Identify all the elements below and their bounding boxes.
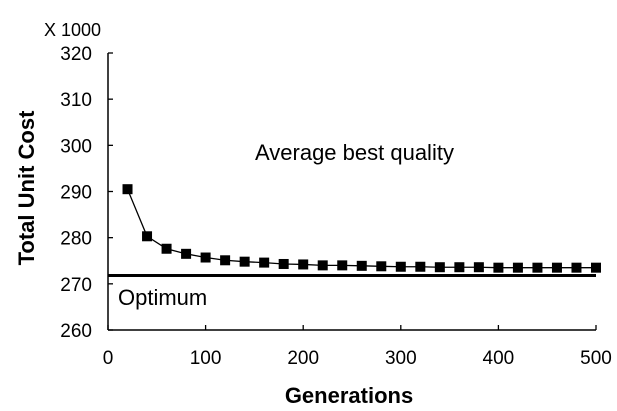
series-point xyxy=(122,184,133,195)
y-tick-label: 260 xyxy=(60,321,92,342)
series-point xyxy=(571,262,582,273)
x-tick-label: 100 xyxy=(190,348,222,369)
series-line xyxy=(126,188,596,269)
x-ticks: 0 100 200 300 400 500 xyxy=(103,325,612,369)
y-tick-label: 290 xyxy=(60,183,92,204)
series-point xyxy=(337,260,348,271)
series-point xyxy=(317,260,328,271)
series-point xyxy=(532,262,543,273)
series-point xyxy=(220,255,231,266)
series-point xyxy=(551,262,562,273)
series-point xyxy=(434,262,445,273)
y-axis-title: Total Unit Cost xyxy=(14,110,39,265)
series-point xyxy=(473,262,484,273)
x-axis-title: Generations xyxy=(285,383,413,408)
x-tick-label: 200 xyxy=(287,348,319,369)
series-point xyxy=(259,257,270,268)
series-point xyxy=(161,243,172,254)
x-tick-label: 400 xyxy=(483,348,515,369)
series-point xyxy=(591,262,601,273)
x-tick-label: 500 xyxy=(580,348,612,369)
series-point xyxy=(181,248,192,259)
y-ticks: 260 270 280 290 300 310 320 xyxy=(60,44,113,342)
series-point xyxy=(512,262,523,273)
y-tick-label: 300 xyxy=(60,136,92,157)
y-tick-label: 280 xyxy=(60,229,92,250)
series-point xyxy=(356,260,367,271)
y-tick-label: 310 xyxy=(60,90,92,111)
x-tick-label: 0 xyxy=(103,348,114,369)
series-point xyxy=(493,262,504,273)
y-tick-label: 320 xyxy=(60,44,92,65)
series-point xyxy=(278,258,289,269)
series-point xyxy=(415,261,426,272)
multiplier-label: X 1000 xyxy=(44,20,101,40)
y-tick-label: 270 xyxy=(60,275,92,296)
series-point xyxy=(200,252,211,263)
series-point xyxy=(376,261,387,272)
series-annotation: Average best quality xyxy=(255,140,454,165)
series-point xyxy=(454,262,465,273)
series-point xyxy=(142,231,153,242)
x-tick-label: 300 xyxy=(385,348,417,369)
optimum-annotation: Optimum xyxy=(118,285,207,310)
series-point xyxy=(298,259,309,270)
series-lines xyxy=(126,188,596,269)
series-point xyxy=(395,261,406,272)
series-points xyxy=(122,184,601,273)
series-point xyxy=(239,256,250,267)
